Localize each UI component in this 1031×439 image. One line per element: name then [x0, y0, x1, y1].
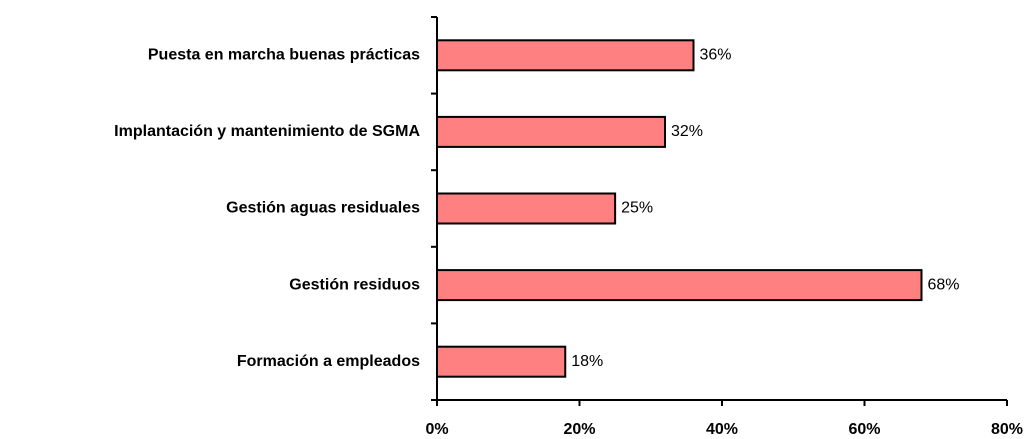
x-tick-label: 40% [706, 421, 738, 438]
x-tick-label: 60% [848, 421, 880, 438]
value-label: 68% [928, 276, 960, 293]
category-label: Formación a empleados [237, 353, 420, 370]
x-tick-label: 80% [991, 421, 1023, 438]
bar [436, 269, 923, 302]
x-tick-label: 0% [425, 421, 448, 438]
value-label: 36% [700, 47, 732, 64]
category-label: Puesta en marcha buenas prácticas [148, 47, 420, 64]
value-label: 32% [671, 123, 703, 140]
bar [436, 345, 567, 378]
bar [436, 115, 666, 148]
bar [436, 192, 617, 225]
category-label: Implantación y mantenimiento de SGMA [114, 123, 420, 140]
bar [436, 39, 695, 72]
value-label: 25% [621, 200, 653, 217]
category-label: Gestión aguas residuales [226, 200, 420, 217]
value-label: 18% [571, 353, 603, 370]
x-tick-label: 20% [563, 421, 595, 438]
category-label: Gestión residuos [289, 276, 420, 293]
